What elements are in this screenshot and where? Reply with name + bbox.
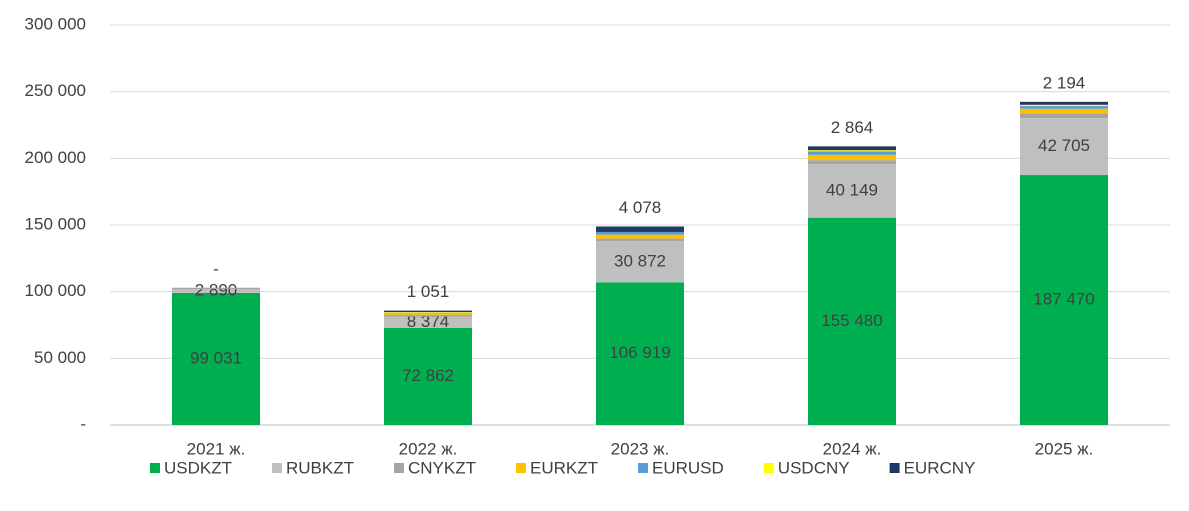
bar-segment	[1020, 108, 1108, 114]
legend-swatch	[638, 463, 648, 473]
bar-segment	[808, 160, 896, 165]
bar-segment	[1020, 101, 1108, 105]
data-label: 30 872	[614, 251, 666, 270]
bar-segment	[596, 226, 684, 232]
legend-label: RUBKZT	[286, 458, 354, 477]
bar-segment	[172, 287, 260, 290]
data-label: 1 051	[407, 282, 450, 301]
bar-segment	[596, 234, 684, 239]
data-label: 72 862	[402, 366, 454, 385]
bar-segment	[1020, 113, 1108, 119]
legend-swatch	[394, 463, 404, 473]
bar-segment	[1020, 118, 1108, 176]
legend-label: USDKZT	[164, 458, 232, 477]
bar-segment	[384, 314, 472, 317]
bar-segment	[596, 282, 684, 425]
legend-swatch	[272, 463, 282, 473]
data-label: 4 078	[619, 198, 662, 217]
data-label: 2 194	[1043, 73, 1086, 92]
y-tick-label: 250 000	[25, 81, 86, 100]
data-label: 40 149	[826, 180, 878, 199]
data-label: -	[213, 259, 219, 278]
bar-segment	[808, 151, 896, 155]
legend-label: CNYKZT	[408, 458, 476, 477]
bar-segment	[384, 327, 472, 425]
legend-label: USDCNY	[778, 458, 850, 477]
legend-label: EURUSD	[652, 458, 724, 477]
bar-segment	[808, 154, 896, 161]
y-tick-label: 200 000	[25, 148, 86, 167]
bar-segment	[808, 164, 896, 218]
bar-segment	[172, 292, 260, 425]
legend-swatch	[889, 463, 900, 473]
bar-segment	[808, 217, 896, 425]
bar-segment	[808, 146, 896, 151]
bar-segment	[808, 150, 896, 152]
data-label: 155 480	[821, 311, 882, 330]
bar-segment	[596, 241, 684, 283]
data-label: 187 470	[1033, 290, 1094, 309]
data-label: 99 031	[190, 348, 242, 367]
bar-segment	[172, 289, 260, 293]
x-tick-label: 2023 ж.	[611, 439, 670, 458]
bar-segment	[1020, 175, 1108, 425]
x-tick-label: 2025 ж.	[1035, 439, 1094, 458]
legend-swatch	[763, 463, 774, 473]
bar-segment	[596, 238, 684, 242]
y-tick-label: -	[80, 414, 86, 433]
data-label: 2 864	[831, 118, 874, 137]
bar-segment	[384, 312, 472, 314]
x-tick-label: 2022 ж.	[399, 439, 458, 458]
bar-segment	[384, 312, 472, 313]
y-tick-label: 150 000	[25, 214, 86, 233]
legend-label: EURCNY	[904, 458, 976, 477]
bar-segment	[1020, 104, 1108, 107]
legend-swatch	[150, 463, 160, 473]
y-tick-label: 100 000	[25, 281, 86, 300]
legend-swatch	[516, 463, 526, 473]
bar-segment	[596, 231, 684, 235]
bar-segment	[1020, 106, 1108, 109]
data-label: 2 890	[195, 281, 238, 300]
y-tick-label: 50 000	[34, 348, 86, 367]
bar-segment	[384, 316, 472, 328]
data-label: 42 705	[1038, 136, 1090, 155]
bar-segment	[384, 313, 472, 315]
x-tick-label: 2024 ж.	[823, 439, 882, 458]
y-tick-label: 300 000	[25, 14, 86, 33]
data-label: 106 919	[609, 343, 670, 362]
x-tick-label: 2021 ж.	[187, 439, 246, 458]
legend-label: EURKZT	[530, 458, 598, 477]
bar-segment	[384, 310, 472, 313]
